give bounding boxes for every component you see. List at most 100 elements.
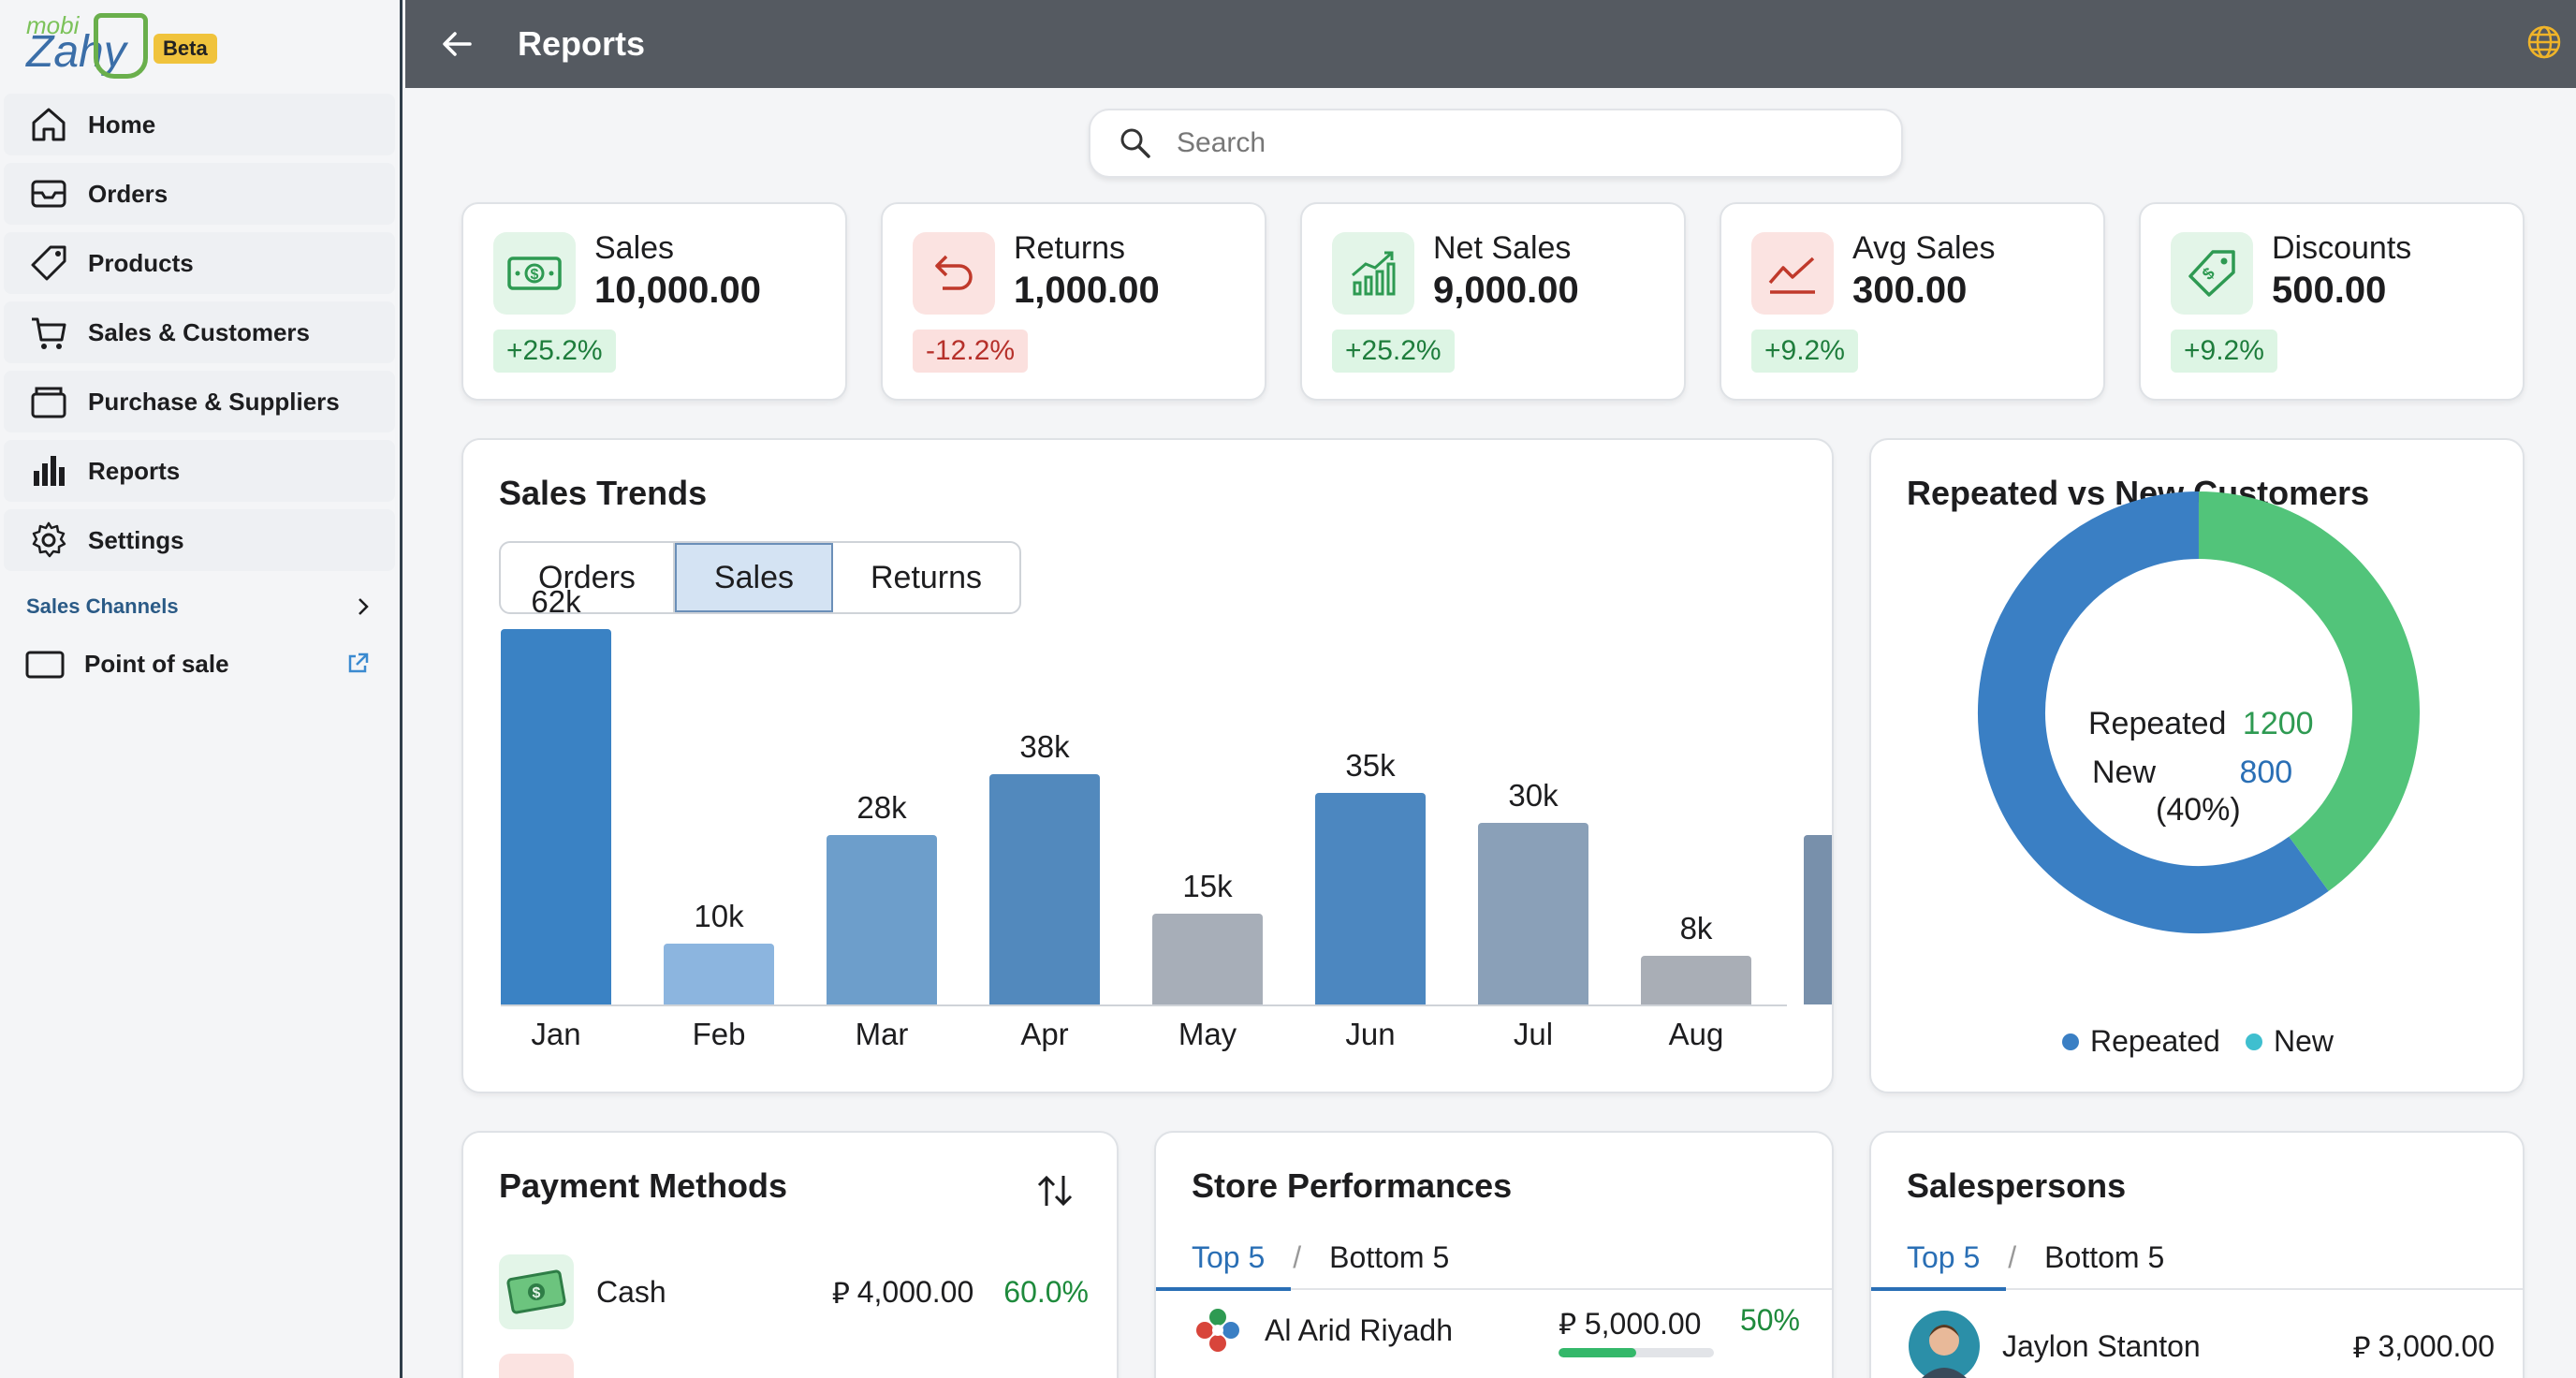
sales-channels-toggle[interactable]: Sales Channels xyxy=(0,580,399,633)
top-bar: Reports xyxy=(405,0,2576,88)
sidebar-item-orders[interactable]: Orders xyxy=(4,163,395,225)
new-label: New xyxy=(2092,755,2157,790)
tab-bottom-5[interactable]: Bottom 5 xyxy=(2044,1239,2165,1274)
sidebar-item-label: Point of sale xyxy=(84,649,229,678)
tab-bottom-5[interactable]: Bottom 5 xyxy=(1329,1239,1450,1274)
sidebar-item-point-of-sale[interactable]: Point of sale xyxy=(0,633,399,695)
svg-text:$: $ xyxy=(533,1285,541,1301)
avatar xyxy=(1909,1311,1980,1378)
chart-bar-jun[interactable] xyxy=(1315,792,1426,1004)
tab-top-5[interactable]: Top 5 xyxy=(1156,1225,1292,1291)
salesperson-amount: 3,000.00 xyxy=(2378,1328,2495,1363)
beta-badge: Beta xyxy=(154,34,217,64)
orders-icon xyxy=(31,180,66,208)
store-row[interactable]: Al Arid Riyadh ⃁ 5,000.00 50% xyxy=(1192,1303,1800,1357)
app-logo[interactable]: mobi Zahy Beta xyxy=(26,7,217,82)
chart-bar-apr[interactable] xyxy=(989,774,1100,1004)
svg-text:$: $ xyxy=(531,267,539,283)
kpi-change-badge: +9.2% xyxy=(2171,330,2277,373)
donut-segment-new xyxy=(2198,491,2420,891)
shopping-bag-icon xyxy=(94,13,148,79)
back-button[interactable] xyxy=(433,21,480,67)
panel-title: Salespersons xyxy=(1907,1166,2127,1205)
chart-bar-sep[interactable] xyxy=(1804,835,1832,1004)
sidebar-item-home[interactable]: Home xyxy=(4,94,395,155)
new-summary: New 800 xyxy=(2092,755,2292,791)
repeated-label: Repeated xyxy=(2088,706,2227,741)
box-icon xyxy=(31,387,66,418)
external-link-icon[interactable] xyxy=(344,651,371,677)
tab-orders[interactable]: Orders xyxy=(501,543,675,612)
tab-top-5[interactable]: Top 5 xyxy=(1871,1225,2007,1291)
kpi-card-returns[interactable]: Returns 1,000.00 -12.2% xyxy=(881,202,1266,401)
kpi-change-badge: -12.2% xyxy=(913,330,1029,373)
new-percentage: (40%) xyxy=(2156,792,2241,828)
arrow-left-icon xyxy=(443,32,472,56)
legend-dot-new xyxy=(2246,1033,2262,1050)
page-title: Reports xyxy=(518,24,646,63)
screen-icon xyxy=(25,651,65,679)
salesperson-row[interactable]: Jaylon Stanton ⃁ 3,000.00 xyxy=(1907,1309,2495,1378)
sidebar-item-label: Sales & Customers xyxy=(88,317,310,346)
sidebar-item-products[interactable]: Products xyxy=(4,232,395,294)
tab-separator: / xyxy=(1293,1239,1302,1274)
tab-returns[interactable]: Returns xyxy=(870,559,983,595)
chart-bar-jan[interactable] xyxy=(501,629,611,1004)
growth-chart-icon xyxy=(1332,232,1414,315)
search-bar xyxy=(1089,109,1903,178)
kpi-name: Discounts xyxy=(2272,230,2412,266)
gear-icon xyxy=(32,521,66,558)
salesperson-name: Jaylon Stanton xyxy=(2002,1328,2201,1363)
kpi-change-badge: +9.2% xyxy=(1751,330,1858,373)
globe-icon xyxy=(2527,25,2561,58)
kpi-card-avg-sales[interactable]: Avg Sales 300.00 +9.2% xyxy=(1720,202,2105,401)
bar-value-label: 62k xyxy=(531,584,581,620)
x-axis-tick-label: Jan xyxy=(531,1017,581,1051)
chart-bar-feb[interactable] xyxy=(664,944,774,1004)
kpi-card-net-sales[interactable]: Net Sales 9,000.00 +25.2% xyxy=(1300,202,1686,401)
bar-value-label: 28k xyxy=(856,790,907,826)
language-button[interactable] xyxy=(2525,23,2563,66)
sidebar-item-sales-customers[interactable]: Sales & Customers xyxy=(4,301,395,363)
payment-row[interactable]: $ Cash ⃁ 4,000.00 60.0% xyxy=(499,1254,1089,1329)
sidebar-item-settings[interactable]: Settings xyxy=(4,509,395,571)
new-value: 800 xyxy=(2239,755,2293,790)
kpi-card-sales[interactable]: $ Sales 10,000.00 +25.2% xyxy=(461,202,847,401)
sort-button[interactable] xyxy=(1034,1172,1076,1214)
panel-title: Payment Methods xyxy=(499,1166,788,1205)
tag-icon xyxy=(31,245,66,281)
sidebar-item-reports[interactable]: Reports xyxy=(4,440,395,502)
kpi-change-badge: +25.2% xyxy=(493,330,616,373)
payment-method-name: Cash xyxy=(596,1274,666,1309)
cash-icon: $ xyxy=(493,232,576,315)
bar-value-label: 38k xyxy=(1019,729,1070,765)
sidebar-item-purchase-suppliers[interactable]: Purchase & Suppliers xyxy=(4,371,395,432)
card-icon xyxy=(499,1354,574,1378)
chart-bar-may[interactable] xyxy=(1152,914,1263,1004)
legend-repeated: Repeated xyxy=(2062,1024,2220,1059)
x-axis-tick-label: May xyxy=(1178,1017,1237,1051)
chart-bar-aug[interactable] xyxy=(1641,956,1751,1004)
bar-chart-icon xyxy=(34,456,65,486)
chart-bar-jul[interactable] xyxy=(1478,823,1588,1004)
search-input[interactable] xyxy=(1177,127,1832,159)
legend-label: Repeated xyxy=(2090,1024,2220,1058)
kpi-card-discounts[interactable]: $ Discounts 500.00 +9.2% xyxy=(2139,202,2525,401)
return-arrow-icon xyxy=(913,232,995,315)
cash-icon: $ xyxy=(499,1254,574,1329)
sidebar-item-label: Home xyxy=(88,110,156,139)
tab-separator: / xyxy=(2008,1239,2017,1274)
store-amount: 5,000.00 xyxy=(1584,1307,1702,1341)
customers-donut-chart xyxy=(1978,491,2420,933)
sort-icon xyxy=(1037,1175,1073,1207)
riyal-icon: ⃁ xyxy=(831,1276,850,1310)
tab-sales[interactable]: Sales xyxy=(674,543,833,612)
x-axis-tick-label: Feb xyxy=(692,1017,746,1051)
sidebar: mobi Zahy Beta Home Orders Products Sale… xyxy=(0,0,402,1378)
kpi-name: Sales xyxy=(594,230,675,266)
kpi-value: 500.00 xyxy=(2272,270,2387,311)
x-axis-tick-label: Aug xyxy=(1668,1017,1724,1051)
store-progress-fill xyxy=(1558,1348,1636,1357)
chart-bar-mar[interactable] xyxy=(827,835,937,1004)
riyal-icon: ⃁ xyxy=(2352,1330,2371,1364)
